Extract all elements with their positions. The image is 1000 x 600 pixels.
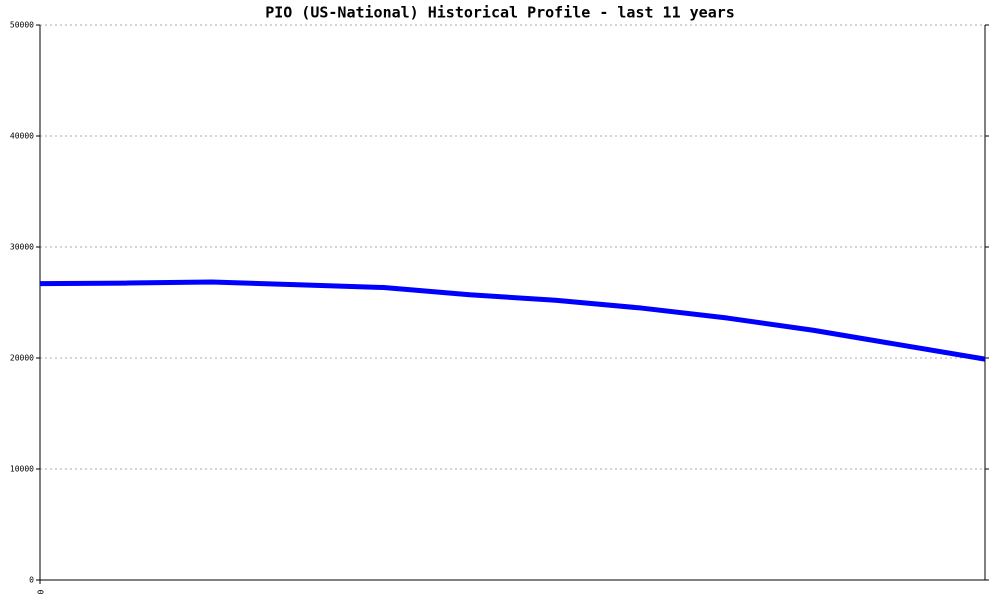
y-tick-label: 0: [29, 576, 34, 585]
y-tick-label: 50000: [10, 21, 34, 30]
y-tick-label: 10000: [10, 465, 34, 474]
chart-title: PIO (US-National) Historical Profile - l…: [265, 4, 735, 22]
x-tick-label: 0: [36, 590, 45, 595]
y-tick-label: 30000: [10, 243, 34, 252]
y-tick-label: 40000: [10, 132, 34, 141]
y-tick-label: 20000: [10, 354, 34, 363]
line-series: [39, 279, 986, 362]
